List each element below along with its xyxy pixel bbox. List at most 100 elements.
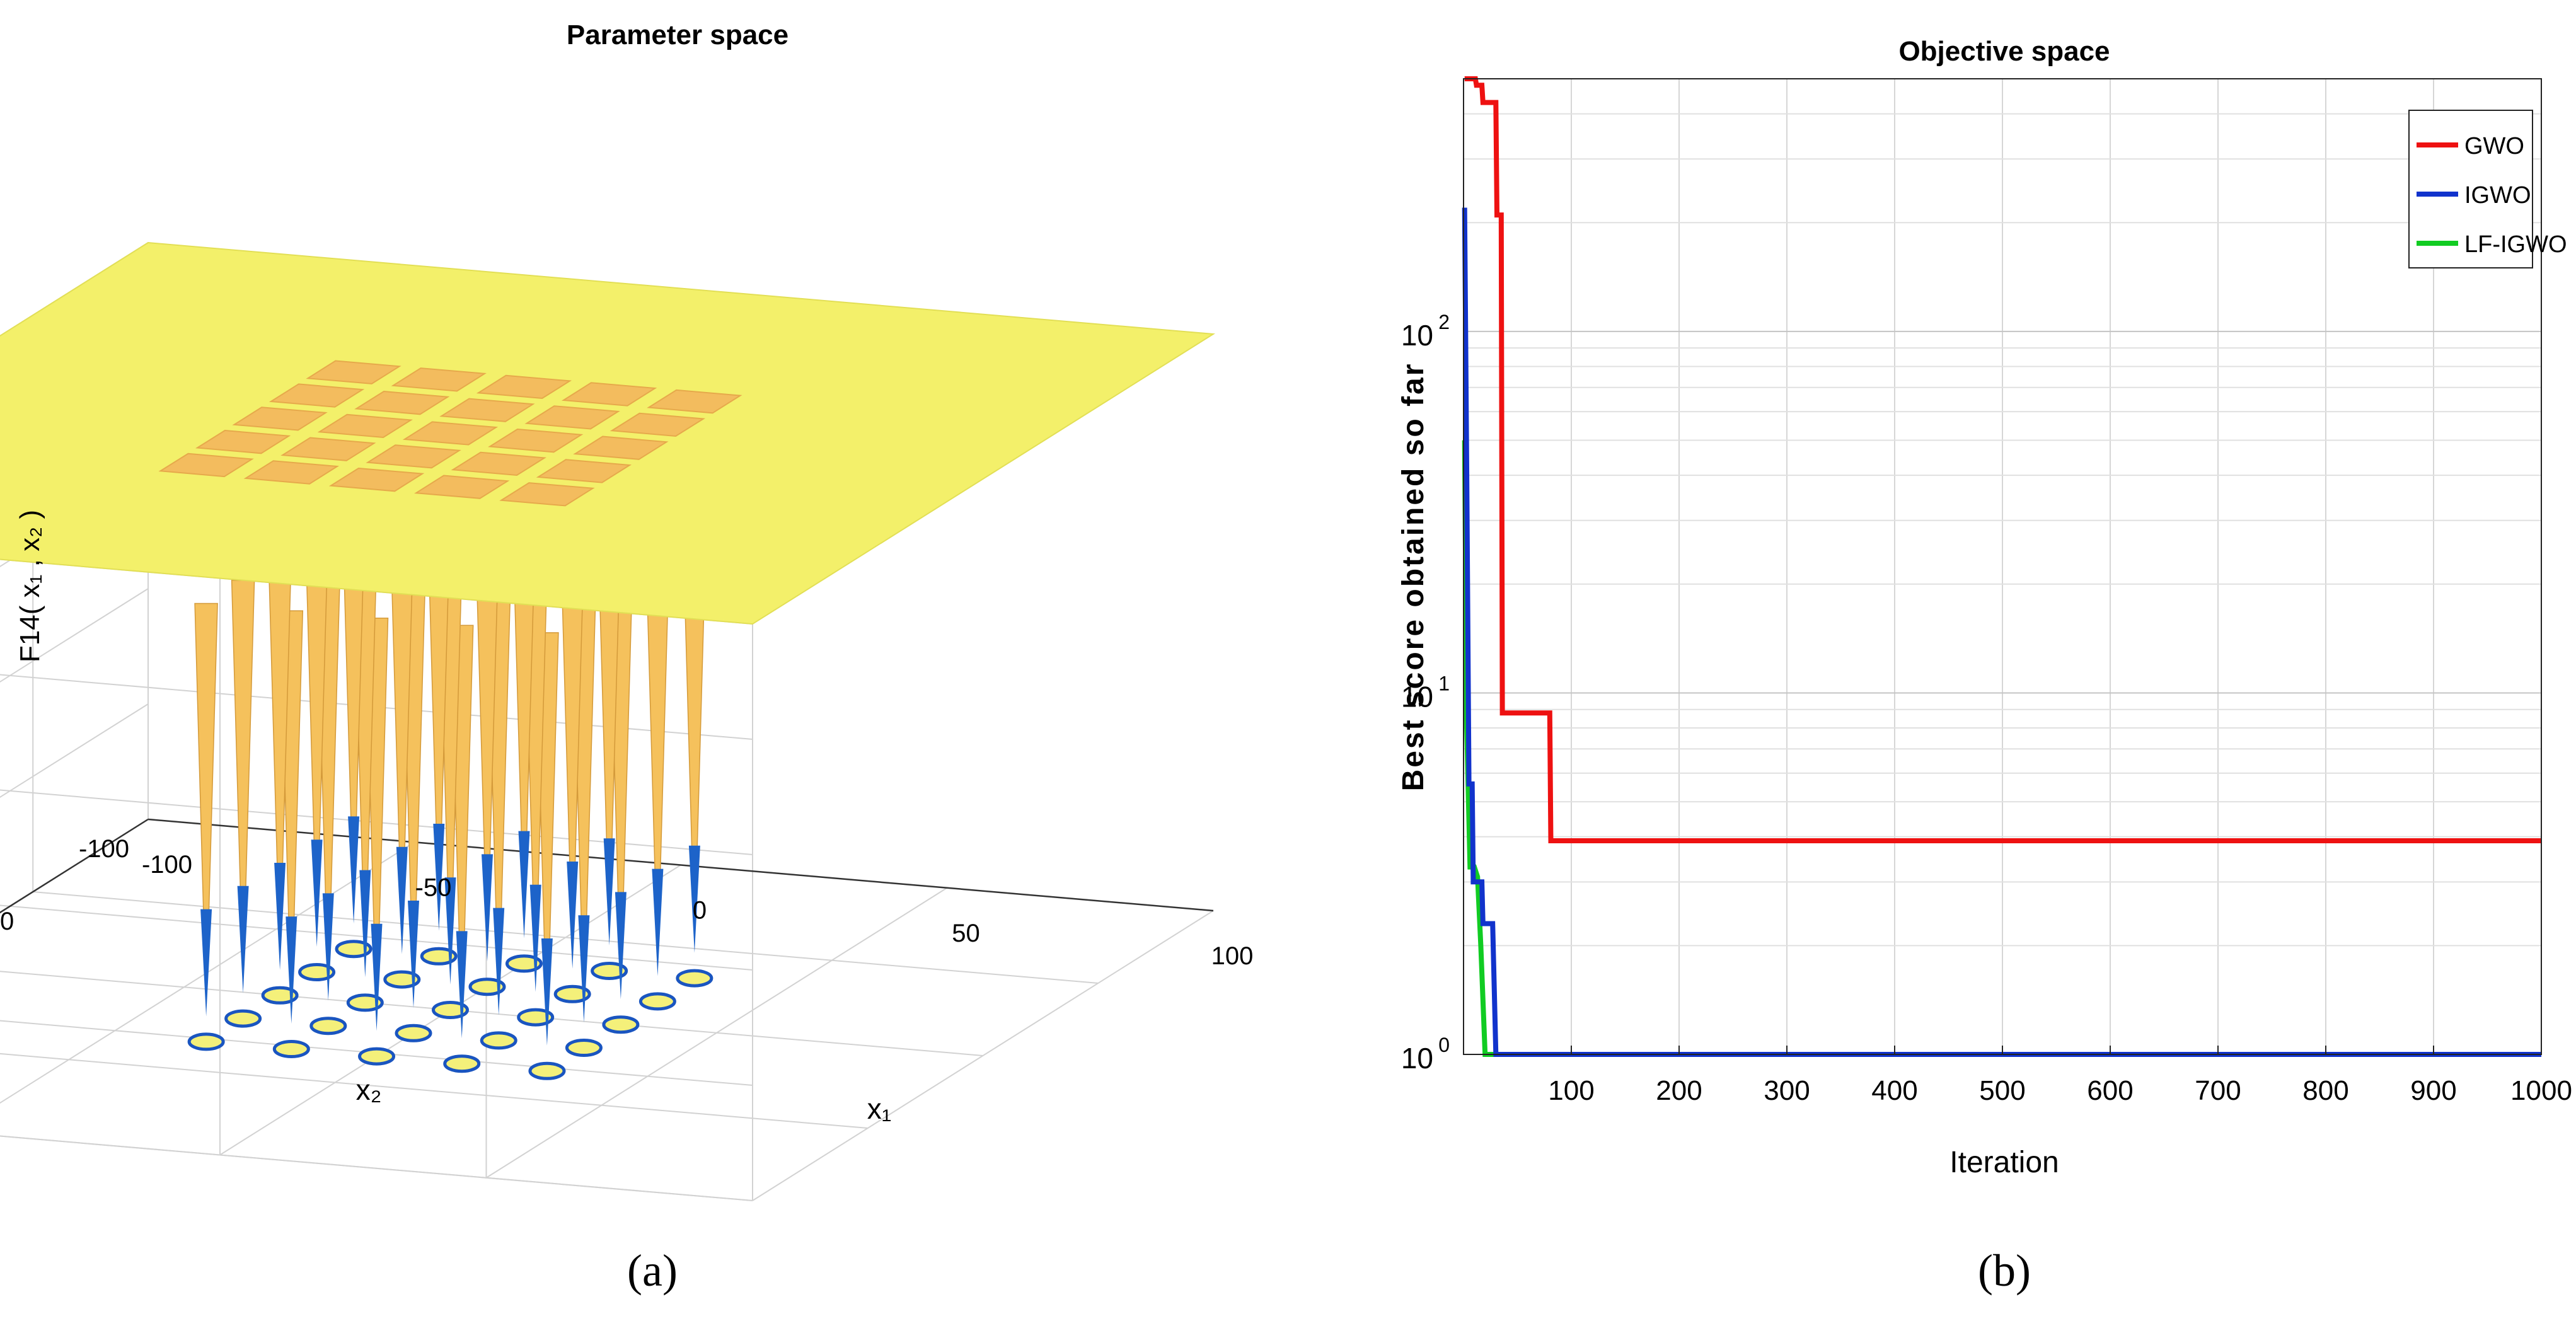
minimum-ring — [480, 1031, 517, 1050]
minimum-ring — [432, 1001, 469, 1019]
plateau-well — [280, 437, 376, 461]
x-tick-label: 200 — [1656, 1075, 1702, 1106]
surface-spike-tip — [237, 885, 249, 993]
convergence-grid — [1464, 79, 2541, 1054]
plateau-well — [439, 398, 535, 422]
surface-spike-tip — [348, 816, 360, 924]
y-axis-line — [0, 818, 149, 914]
x-tick-label: 100 — [1211, 942, 1254, 970]
z-level-gridline — [0, 473, 753, 855]
x-tick-label: 400 — [1871, 1075, 1917, 1106]
plateau-well — [451, 451, 546, 476]
minimum-ring — [261, 986, 299, 1005]
convergence-title: Objective space — [1898, 36, 2110, 67]
minimum-ring — [272, 1040, 310, 1058]
minimum-ring — [346, 993, 384, 1012]
plateau-well — [414, 475, 510, 499]
surface-spike — [194, 603, 218, 942]
convergence-y-axis-label: Best score obtained so far — [1397, 362, 1430, 792]
plateau-well — [488, 428, 584, 453]
surface-y-axis-label: x₂ — [356, 1073, 382, 1106]
x-tick-label: 0 — [693, 897, 707, 925]
surface-floor-grid — [0, 818, 1214, 1201]
minimum-ring — [358, 1047, 396, 1066]
caption-a: (a) — [627, 1245, 678, 1296]
convergence-x-axis-label: Iteration — [1949, 1146, 2059, 1179]
surface-plot: Parameter space 0100200300400-100-500501… — [0, 20, 1253, 1296]
y-tick-label: 10 — [1401, 680, 1433, 713]
y-tick-exponent: 2 — [1438, 311, 1450, 333]
convergence-x-ticks: 100 200 300 400 500 600 700 800 900 1000 — [1548, 1046, 2572, 1106]
plateau-well — [536, 459, 632, 483]
z-level-gridline — [0, 703, 753, 1086]
surface-spike-tip — [578, 915, 590, 1023]
plateau-surface — [0, 241, 1216, 625]
surface-spike-tip — [200, 909, 212, 1017]
plateau-well — [499, 482, 595, 507]
surface-spike-tip — [359, 870, 371, 978]
surface-spike-tip — [541, 938, 553, 1046]
plateau-well — [317, 413, 413, 439]
surface-spike-tip — [482, 854, 493, 962]
plateau-well — [402, 421, 499, 446]
x-tick-label: 600 — [2087, 1075, 2133, 1106]
minimum-ring — [505, 954, 543, 973]
minimum-ring — [187, 1032, 225, 1051]
x-tick-label: 500 — [1979, 1075, 2025, 1106]
surface-plateau — [0, 241, 1216, 625]
minimum-ring — [602, 1015, 640, 1034]
plateau-well — [354, 390, 450, 415]
x-tick-label: 1000 — [2510, 1075, 2572, 1106]
convergence-plot: Objective space 100 200 300 400 500 600 700 800… — [1397, 36, 2572, 1296]
surface-spike-tip — [433, 824, 445, 931]
floor-gridline — [0, 1135, 753, 1201]
minimum-ring — [224, 1009, 262, 1028]
series-line-gwo — [1464, 76, 2541, 843]
x-tick-label: 800 — [2302, 1075, 2348, 1106]
convergence-series — [1462, 76, 2541, 1057]
surface-spike-tip — [688, 845, 700, 953]
surface-spike — [231, 579, 255, 918]
minimum-ring — [553, 984, 591, 1003]
surface-spike-tip — [322, 893, 334, 1001]
surface-spike-tip — [371, 923, 383, 1031]
plateau-well — [243, 460, 340, 485]
floor-gridline — [752, 910, 1214, 1201]
plateau-well — [328, 467, 425, 492]
y-tick-label: -100 — [79, 835, 129, 863]
caption-b: (b) — [1978, 1245, 2031, 1296]
plateau-well — [158, 453, 254, 478]
plateau-well — [524, 405, 620, 430]
plateau-well — [476, 374, 572, 400]
minimum-ring — [528, 1061, 566, 1080]
x-tick-label: 100 — [1548, 1075, 1594, 1106]
plateau-well — [609, 412, 706, 437]
minimum-ring — [676, 969, 713, 988]
surface-title: Parameter space — [567, 20, 788, 50]
x-tick-label: -50 — [415, 874, 452, 901]
minimum-ring — [298, 963, 336, 981]
plateau-well — [366, 444, 461, 469]
plateau-well — [195, 429, 291, 454]
surface-z-axis-label: F14( x₁ , x₂ ) — [14, 510, 45, 662]
surface-spike-tip — [311, 839, 323, 947]
x-tick-label: 700 — [2195, 1075, 2241, 1106]
surface-spike-tip — [518, 831, 530, 938]
minimum-ring — [565, 1039, 603, 1057]
surface-spike-tip — [444, 877, 456, 985]
legend-label-lf-igwo: LF-IGWO — [2464, 231, 2567, 258]
surface-spike-tip — [274, 863, 286, 970]
y-tick-exponent: 1 — [1438, 672, 1450, 695]
series-line-igwo — [1462, 207, 2541, 1057]
legend-label-gwo: GWO — [2464, 133, 2524, 159]
minimum-ring — [468, 978, 506, 996]
surface-spike-tip — [652, 868, 664, 976]
surface-spike-tip — [493, 908, 505, 1015]
minimum-ring — [591, 962, 628, 980]
plateau-well — [232, 407, 328, 431]
legend-label-igwo: IGWO — [2464, 182, 2531, 209]
minimum-ring — [383, 970, 421, 989]
surface-spike-tip — [615, 892, 627, 1000]
surface-spike-tip — [408, 901, 419, 1008]
minimum-ring — [395, 1024, 432, 1042]
